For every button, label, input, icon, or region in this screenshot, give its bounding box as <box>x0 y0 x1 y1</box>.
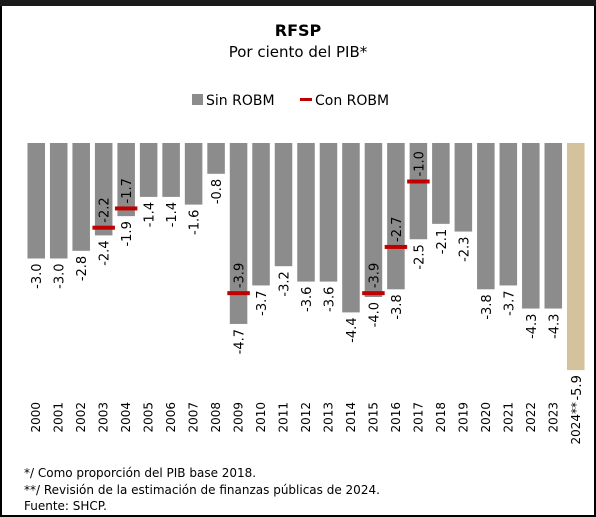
bar <box>94 143 113 236</box>
bar <box>342 143 360 313</box>
x-tick-label: 2019 <box>456 402 470 433</box>
bar <box>184 143 203 205</box>
value-label: -3.0 <box>30 264 45 289</box>
marker <box>384 244 408 249</box>
top-band <box>0 0 596 6</box>
bar <box>117 143 135 217</box>
value-label: -4.4 <box>345 317 360 342</box>
bar <box>522 143 540 309</box>
marker <box>227 291 250 296</box>
x-tick-label: 2012 <box>299 402 313 433</box>
x-tick-label: 2021 <box>501 402 515 433</box>
chart-title: RFSP <box>275 21 322 40</box>
value-label: -3.9 <box>367 263 382 288</box>
x-tick-label: 2015 <box>366 402 380 433</box>
value-label: -2.5 <box>412 244 427 269</box>
value-label: -1.6 <box>188 210 203 235</box>
marker <box>407 179 430 184</box>
value-label: -3.7 <box>255 290 270 315</box>
value-label: -4.0 <box>367 302 382 327</box>
x-tick-label: 2011 <box>277 402 291 433</box>
bar <box>274 143 293 267</box>
x-tick-label: 2000 <box>29 402 43 433</box>
x-tick-label: 2016 <box>389 402 403 433</box>
legend-swatch <box>300 98 312 101</box>
bar <box>409 143 428 240</box>
bar <box>544 143 563 309</box>
x-tick-label: 2022 <box>524 402 538 433</box>
value-label: -3.0 <box>53 264 68 289</box>
x-tick-label: 2008 <box>209 402 223 433</box>
bar <box>162 143 180 197</box>
legend-label: Sin ROBM <box>206 93 275 109</box>
bar <box>139 143 158 197</box>
bar <box>499 143 518 286</box>
chart-subtitle: Por ciento del PIB* <box>229 43 368 61</box>
value-label: -2.1 <box>435 229 450 254</box>
bar <box>49 143 68 259</box>
marker <box>114 206 138 211</box>
footnote: **/ Revisión de la estimación de finanza… <box>24 483 380 497</box>
bar <box>432 143 450 224</box>
bar <box>566 143 585 371</box>
value-label: -2.4 <box>98 240 113 265</box>
value-label: -4.3 <box>547 314 562 339</box>
value-label: -3.6 <box>300 287 315 312</box>
footnote: Fuente: SHCP. <box>24 499 107 513</box>
x-tick-label: 2014 <box>344 402 358 433</box>
x-tick-label: 2005 <box>142 402 156 433</box>
x-tick-label: 2001 <box>52 402 66 433</box>
bar <box>477 143 495 290</box>
bar <box>27 143 46 259</box>
bar <box>252 143 270 286</box>
x-tick-label: 2004 <box>119 402 133 433</box>
x-tick-label: 2018 <box>434 402 448 433</box>
value-label: -5.9 <box>570 375 585 400</box>
value-label: -1.9 <box>120 221 135 246</box>
x-tick-label: 2013 <box>321 402 335 433</box>
value-label: -2.2 <box>98 197 113 222</box>
x-tick-label: 2003 <box>97 402 111 433</box>
value-label: -1.4 <box>165 202 180 227</box>
value-label: -2.7 <box>390 217 405 242</box>
x-tick-label: 2007 <box>187 402 201 433</box>
x-tick-label: 2006 <box>164 402 178 433</box>
x-tick-label: 2023 <box>546 402 560 433</box>
value-label: -3.8 <box>390 294 405 319</box>
value-label: -4.7 <box>233 329 248 354</box>
value-label: -3.6 <box>322 287 337 312</box>
value-label: -2.8 <box>75 256 90 281</box>
bar <box>297 143 315 282</box>
x-tick-label: 2017 <box>411 402 425 433</box>
bar <box>454 143 473 232</box>
value-label: -3.9 <box>233 263 248 288</box>
value-label: -4.3 <box>525 314 540 339</box>
marker <box>92 225 115 230</box>
bar <box>387 143 405 290</box>
x-tick-label: 2020 <box>479 402 493 433</box>
bar <box>364 143 383 297</box>
marker <box>362 291 385 296</box>
bar <box>319 143 338 282</box>
legend-swatch <box>192 94 203 105</box>
x-tick-label: 2009 <box>232 402 246 433</box>
value-label: -0.8 <box>210 179 225 204</box>
bar <box>207 143 225 174</box>
bar <box>229 143 248 324</box>
value-label: -3.7 <box>502 290 517 315</box>
footnote: */ Como proporción del PIB base 2018. <box>24 466 256 480</box>
x-tick-label: 2024** <box>569 402 583 445</box>
x-tick-label: 2010 <box>254 402 268 433</box>
bar <box>72 143 90 251</box>
value-label: -3.2 <box>278 271 293 296</box>
value-label: -1.7 <box>120 178 135 203</box>
value-label: -1.4 <box>143 202 158 227</box>
value-label: -1.0 <box>412 151 427 176</box>
x-tick-label: 2002 <box>74 402 88 433</box>
value-label: -2.3 <box>457 237 472 262</box>
value-label: -3.8 <box>480 294 495 319</box>
legend-label: Con ROBM <box>315 93 389 109</box>
